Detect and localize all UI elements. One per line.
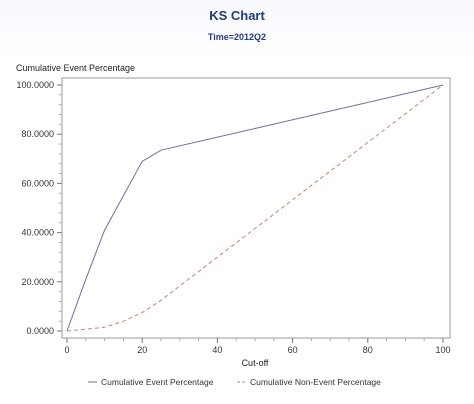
x-axis-title: Cut-off (242, 358, 269, 368)
chart-subtitle: Time=2012Q2 (207, 32, 267, 42)
series-layer (66, 84, 444, 332)
y-tick-label: 40.0000 (21, 228, 54, 238)
x-tick-label: 60 (288, 345, 298, 355)
y-tick-label: 60.0000 (21, 178, 54, 188)
y-tick-label: 100.0000 (16, 80, 54, 90)
x-tick-label: 80 (363, 345, 373, 355)
plot-area (61, 77, 451, 339)
y-axis-title: Cumulative Event Percentage (16, 63, 135, 73)
x-tick-label: 100 (435, 345, 450, 355)
legend-label: Cumulative Non-Event Percentage (250, 377, 381, 387)
series-line-cumulative-event (66, 84, 444, 332)
x-tick-label: 40 (212, 345, 222, 355)
series-line-cumulative-non-event (66, 84, 444, 332)
chart-title: KS Chart (209, 8, 265, 23)
x-tick-label: 0 (64, 345, 69, 355)
x-axis: 0 20 40 60 80 100 (64, 338, 451, 355)
y-tick-label: 0.0000 (26, 326, 54, 336)
legend-label: Cumulative Event Percentage (101, 377, 214, 387)
y-tick-label: 80.0000 (21, 129, 54, 139)
title-block: KS Chart Time=2012Q2 (0, 0, 474, 58)
y-axis: 0.0000 20.0000 40.0000 60.0000 80.0000 100.00… (16, 80, 62, 336)
y-tick-label: 20.0000 (21, 277, 54, 287)
x-tick-label: 20 (137, 345, 147, 355)
legend: Cumulative Event Percentage Cumulative No… (88, 377, 381, 387)
